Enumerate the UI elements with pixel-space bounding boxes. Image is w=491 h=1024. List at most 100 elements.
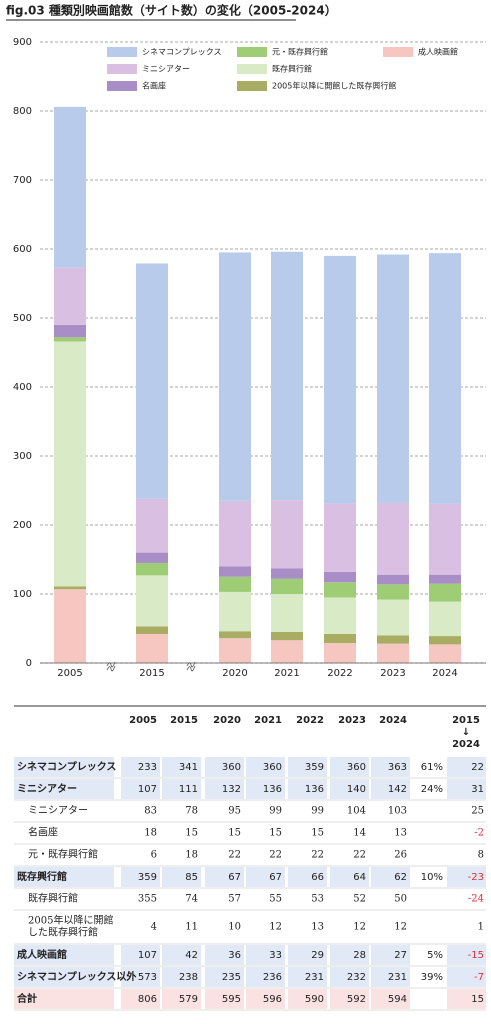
share-value: 24% (421, 784, 443, 795)
bar-segment (377, 635, 409, 644)
cell-value: 85 (185, 872, 198, 883)
bar-segment (54, 337, 86, 342)
cell-background (246, 989, 285, 1009)
cell-value: 10 (228, 922, 241, 933)
cell-value: 573 (138, 972, 157, 983)
legend-swatch (237, 64, 267, 74)
cell-value: 806 (138, 994, 157, 1005)
row-label: ミニシアター (17, 783, 77, 795)
column-header: 2015 (452, 715, 480, 726)
change-value: -24 (468, 894, 484, 905)
cell-value: 15 (311, 828, 324, 839)
column-header: 2020 (213, 715, 241, 726)
cell-value: 136 (263, 784, 282, 795)
column-header: 2021 (254, 715, 282, 726)
cell-value: 83 (144, 806, 157, 817)
cell-value: 360 (347, 762, 366, 773)
bar-segment (54, 341, 86, 587)
legend-label: 名画座 (142, 81, 166, 91)
cell-value: 107 (138, 784, 157, 795)
x-tick-label: 2005 (57, 668, 82, 679)
cell-background (371, 967, 410, 987)
bar-segment (54, 106, 86, 268)
bar-segment (377, 599, 409, 636)
bar-segment (429, 253, 461, 504)
cell-background (288, 989, 327, 1009)
cell-background (371, 757, 410, 777)
cell-value: 26 (394, 850, 407, 861)
cell-background (330, 945, 369, 965)
cell-value: 99 (269, 806, 282, 817)
bar-segment (429, 601, 461, 637)
cell-value: 95 (228, 806, 241, 817)
cell-value: 590 (305, 994, 324, 1005)
bar-segment (271, 500, 303, 569)
y-tick-label: 900 (13, 37, 32, 48)
bar-segment (219, 252, 251, 501)
bar-segment (324, 255, 356, 504)
cell-value: 359 (305, 762, 324, 773)
cell-value: 67 (228, 872, 241, 883)
x-tick-label: 2024 (432, 668, 457, 679)
cell-value: 18 (144, 828, 157, 839)
row-label: 成人映画館 (17, 948, 67, 961)
cell-value: 33 (269, 950, 282, 961)
change-value: 31 (471, 784, 484, 795)
legend-label: ミニシアター (142, 65, 190, 74)
row-label: した既存興行館 (28, 926, 98, 939)
cell-value: 136 (305, 784, 324, 795)
cell-value: 11 (185, 922, 198, 933)
bar-segment (429, 574, 461, 584)
cell-background (371, 779, 410, 799)
cell-value: 27 (394, 950, 407, 961)
change-value: 8 (478, 850, 484, 861)
bar-segment (377, 502, 409, 575)
cell-background (447, 989, 486, 1009)
cell-background (162, 757, 201, 777)
change-value: 25 (471, 806, 484, 817)
cell-value: 103 (388, 806, 407, 817)
legend-label: 既存興行館 (272, 64, 312, 74)
cell-value: 579 (179, 994, 198, 1005)
row-label: 2005年以降に開館 (28, 914, 113, 927)
cell-value: 111 (179, 784, 198, 795)
bar-segment (271, 578, 303, 594)
cell-background (205, 867, 244, 887)
bar-segment (219, 631, 251, 639)
y-tick-label: 400 (13, 382, 32, 393)
cell-value: 233 (138, 762, 157, 773)
bar-segment (54, 586, 86, 590)
cell-background (246, 779, 285, 799)
bar-segment (219, 638, 251, 663)
cell-value: 22 (353, 850, 366, 861)
row-label: 既存興行館 (28, 892, 78, 905)
legend-swatch (383, 47, 413, 57)
cell-background (205, 967, 244, 987)
cell-background (330, 779, 369, 799)
cell-background (371, 867, 410, 887)
bar-segment (377, 643, 409, 663)
cell-value: 13 (394, 828, 407, 839)
cell-value: 62 (394, 872, 407, 883)
bar-segment (271, 640, 303, 663)
bar-segment (429, 644, 461, 663)
cell-value: 238 (179, 972, 198, 983)
share-value: 5% (427, 950, 443, 961)
legend-swatch (107, 81, 137, 91)
row-label: 元・既存興行館 (28, 848, 98, 861)
figure-title: fig.03 種類別映画館数（サイト数）の変化（2005-2024） (6, 3, 337, 18)
cell-background (288, 945, 327, 965)
change-value: -7 (474, 972, 484, 983)
bar-segment (429, 636, 461, 645)
change-value: 22 (471, 762, 484, 773)
cell-value: 42 (185, 950, 198, 961)
bar-segment (324, 597, 356, 635)
cell-value: 64 (353, 872, 366, 883)
legend-label: シネマコンプレックス (142, 48, 222, 57)
bar-segment (324, 582, 356, 598)
cell-background (162, 989, 201, 1009)
cell-value: 12 (353, 922, 366, 933)
row-label: ミニシアター (28, 805, 88, 817)
cell-background (330, 757, 369, 777)
cell-background (330, 867, 369, 887)
